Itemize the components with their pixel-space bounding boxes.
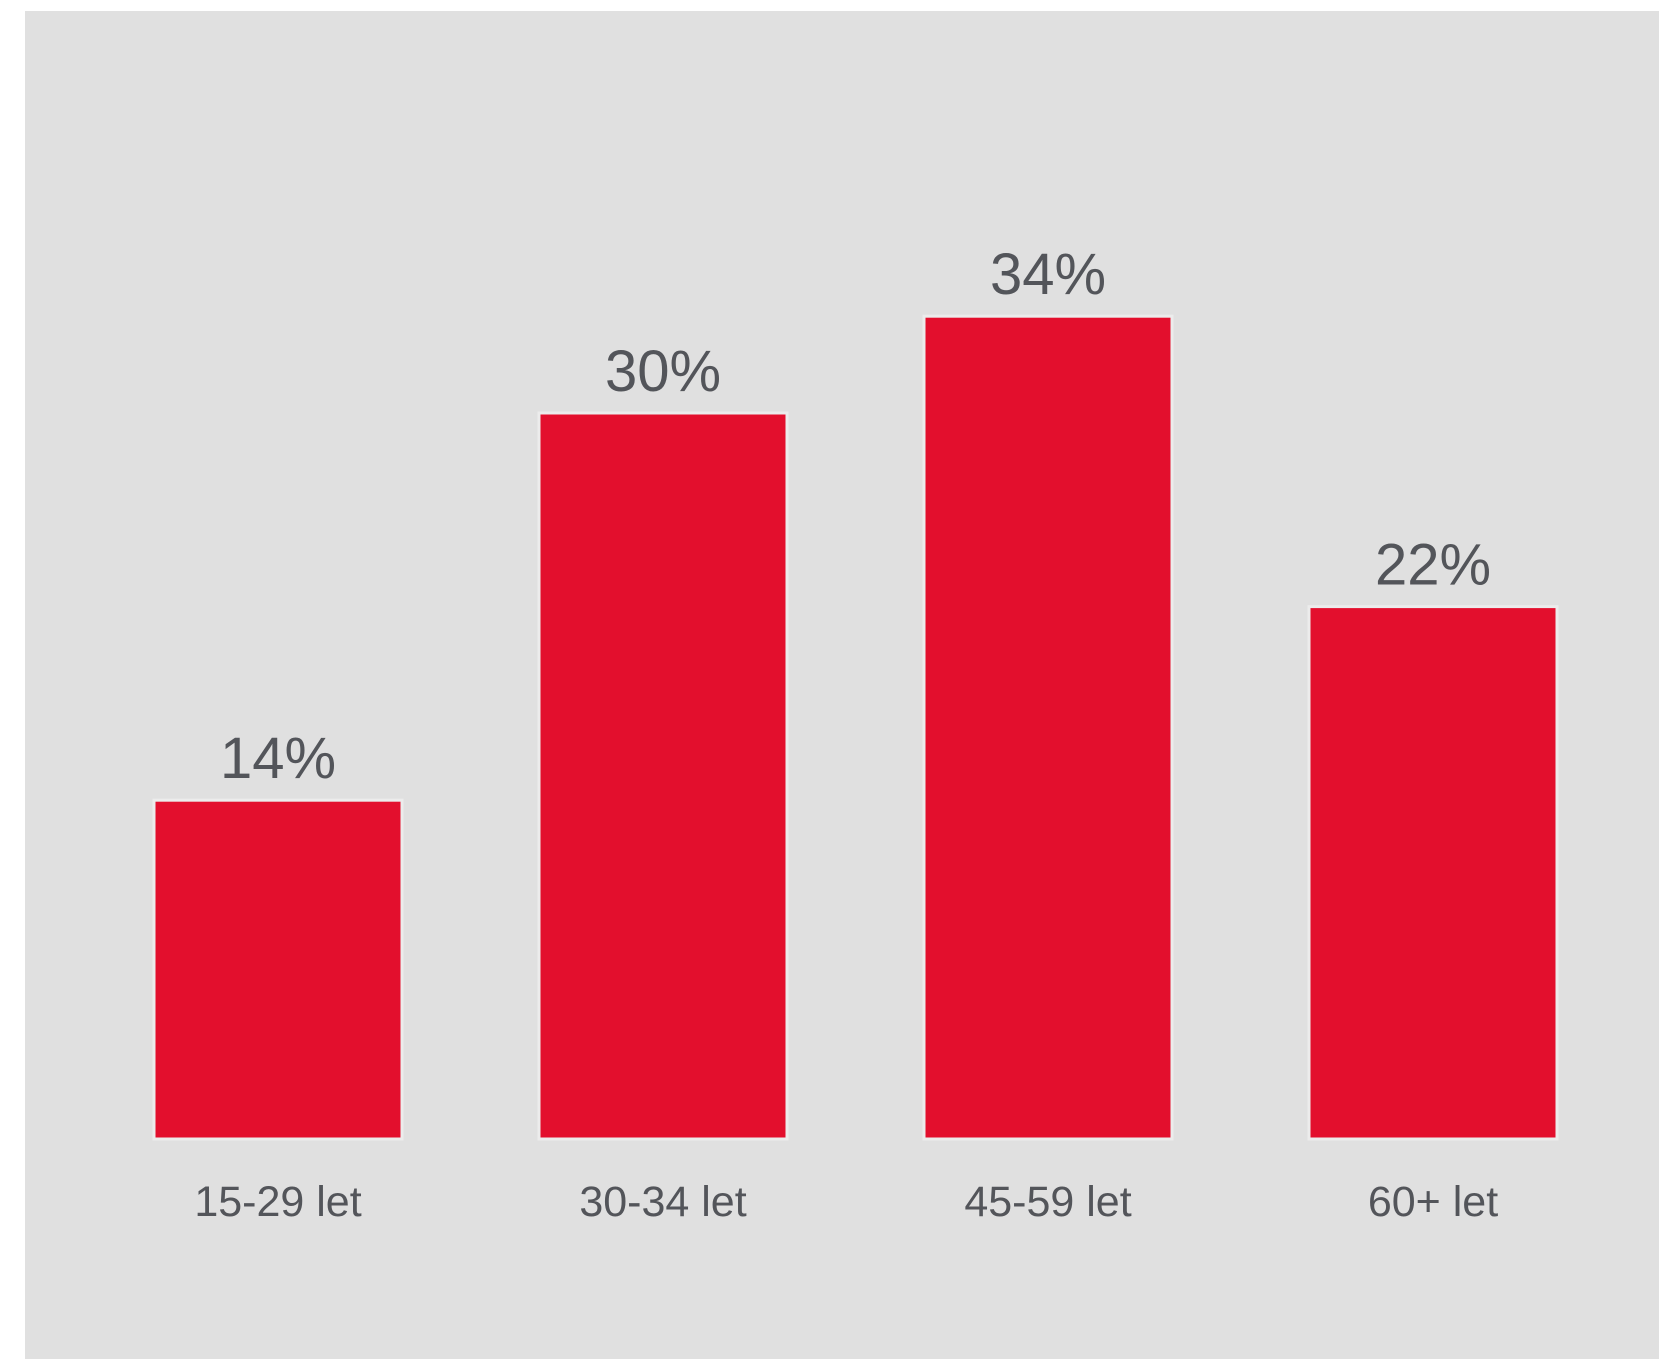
- bar-60-let: [1307, 605, 1559, 1141]
- value-label-15-29-let: 14%: [220, 726, 336, 791]
- category-label-15-29-let: 15-29 let: [194, 1178, 361, 1226]
- bars-group: [152, 314, 1559, 1141]
- value-label-45-59-let: 34%: [990, 242, 1106, 307]
- bar-30-34-let: [537, 411, 789, 1141]
- category-label-30-34-let: 30-34 let: [579, 1178, 746, 1226]
- bar-45-59-let: [922, 314, 1174, 1141]
- bar-15-29-let: [152, 798, 404, 1141]
- value-labels-group: 14% 30% 34% 22%: [220, 242, 1491, 791]
- category-label-60-let: 60+ let: [1368, 1178, 1498, 1226]
- value-label-30-34-let: 30%: [605, 339, 721, 404]
- category-labels-group: 15-29 let 30-34 let 45-59 let 60+ let: [194, 1178, 1498, 1226]
- category-label-45-59-let: 45-59 let: [964, 1178, 1131, 1226]
- value-label-60-let: 22%: [1375, 533, 1491, 598]
